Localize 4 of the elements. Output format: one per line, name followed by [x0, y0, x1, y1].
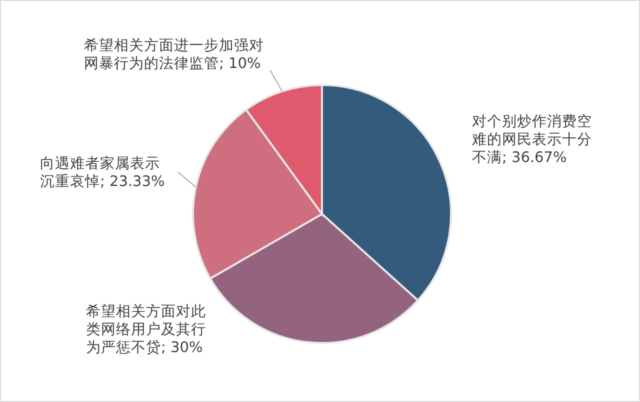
slice-label: 向遇难者家属表示沉重哀悼; 23.33%: [40, 155, 165, 190]
slice-label: 希望相关方面进一步加强对网暴行为的法律监管; 10%: [84, 37, 264, 72]
slice-label: 希望相关方面对此类网络用户及其行为严惩不贷; 30%: [86, 303, 206, 356]
slice-label: 对个别炒作消费空难的网民表示十分不满; 36.67%: [471, 113, 592, 166]
